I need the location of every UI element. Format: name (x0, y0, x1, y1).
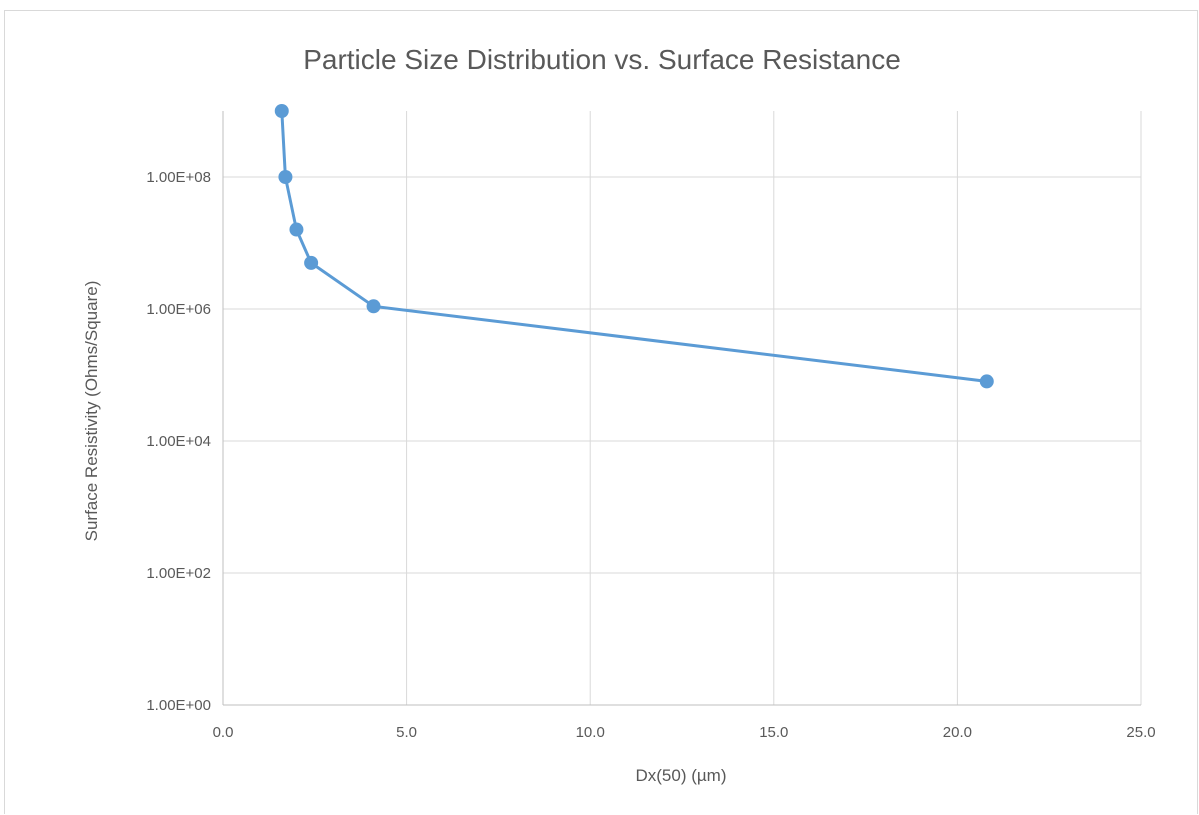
data-point (979, 374, 994, 389)
chart-canvas: Particle Size Distribution vs. Surface R… (82, 44, 1156, 785)
x-tick-label: 20.0 (943, 724, 972, 741)
chart-title: Particle Size Distribution vs. Surface R… (303, 44, 901, 75)
data-point (278, 170, 293, 184)
x-tick-label: 5.0 (396, 724, 417, 741)
data-point (274, 104, 289, 118)
x-axis-title: Dx(50) (µm) (635, 766, 726, 785)
y-tick-label: 1.00E+04 (146, 433, 211, 450)
data-point (304, 255, 319, 270)
data-point (366, 299, 381, 314)
y-tick-label: 1.00E+00 (146, 697, 211, 714)
x-tick-label: 10.0 (576, 724, 605, 741)
axes (222, 111, 1141, 706)
series-line (280, 109, 989, 383)
tick-labels: 0.0 5.0 10.0 15.0 20.0 25.0 1.00E+00 1.00E+02 1.… (146, 169, 1155, 741)
data-series (274, 104, 994, 389)
x-tick-label: 15.0 (759, 724, 788, 741)
chart-area: Particle Size Distribution vs. Surface R… (4, 10, 1198, 814)
y-tick-label: 1.00E+02 (146, 565, 211, 582)
x-tick-label: 0.0 (213, 724, 234, 741)
data-point (289, 222, 304, 237)
y-tick-label: 1.00E+06 (146, 301, 211, 318)
x-tick-label: 25.0 (1126, 724, 1155, 741)
y-axis-title: Surface Resistivity (Ohms/Square) (82, 281, 101, 542)
y-tick-label: 1.00E+08 (146, 169, 211, 186)
gridlines (223, 111, 1142, 705)
